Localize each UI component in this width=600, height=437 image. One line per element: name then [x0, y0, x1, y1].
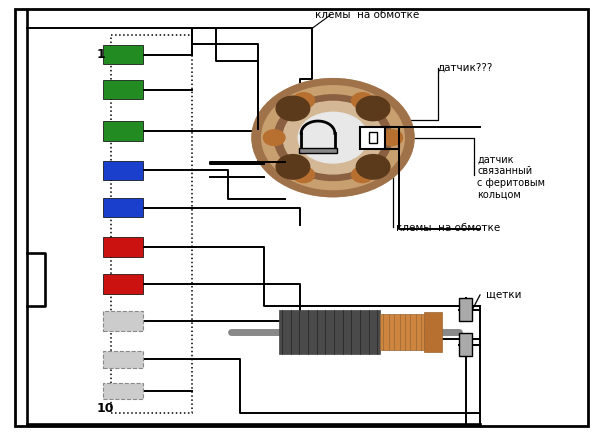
- Circle shape: [352, 93, 373, 108]
- Text: датчик
связанный
с феритовым
кольцом: датчик связанный с феритовым кольцом: [477, 155, 545, 199]
- FancyBboxPatch shape: [103, 311, 143, 331]
- Circle shape: [298, 112, 368, 163]
- FancyBboxPatch shape: [369, 132, 377, 143]
- Circle shape: [252, 79, 414, 197]
- FancyBboxPatch shape: [15, 9, 588, 426]
- FancyBboxPatch shape: [424, 312, 442, 352]
- Circle shape: [356, 96, 390, 121]
- Circle shape: [283, 101, 383, 174]
- FancyBboxPatch shape: [103, 160, 143, 180]
- Circle shape: [263, 130, 285, 146]
- Text: щетки: щетки: [486, 290, 521, 300]
- Text: 1: 1: [97, 48, 105, 61]
- FancyBboxPatch shape: [103, 80, 143, 99]
- FancyBboxPatch shape: [103, 237, 143, 257]
- Circle shape: [293, 93, 314, 108]
- FancyBboxPatch shape: [103, 121, 143, 141]
- FancyBboxPatch shape: [459, 333, 472, 356]
- FancyBboxPatch shape: [103, 198, 143, 217]
- FancyBboxPatch shape: [360, 127, 385, 149]
- Circle shape: [381, 130, 403, 146]
- Text: клемы  на обмотке: клемы на обмотке: [396, 223, 500, 233]
- Circle shape: [262, 86, 404, 190]
- FancyBboxPatch shape: [103, 383, 143, 399]
- FancyBboxPatch shape: [299, 148, 337, 153]
- FancyBboxPatch shape: [459, 298, 472, 321]
- FancyBboxPatch shape: [279, 310, 380, 354]
- Circle shape: [274, 95, 392, 180]
- Text: клемы  на обмотке: клемы на обмотке: [315, 10, 419, 20]
- Text: 10: 10: [96, 402, 114, 415]
- Text: датчик???: датчик???: [438, 63, 493, 73]
- FancyBboxPatch shape: [380, 314, 424, 350]
- FancyBboxPatch shape: [103, 45, 143, 64]
- Circle shape: [276, 96, 310, 121]
- FancyBboxPatch shape: [103, 274, 143, 294]
- Circle shape: [352, 167, 373, 183]
- Circle shape: [356, 155, 390, 179]
- Circle shape: [293, 167, 314, 183]
- FancyBboxPatch shape: [103, 351, 143, 368]
- Circle shape: [252, 79, 414, 197]
- Circle shape: [276, 155, 310, 179]
